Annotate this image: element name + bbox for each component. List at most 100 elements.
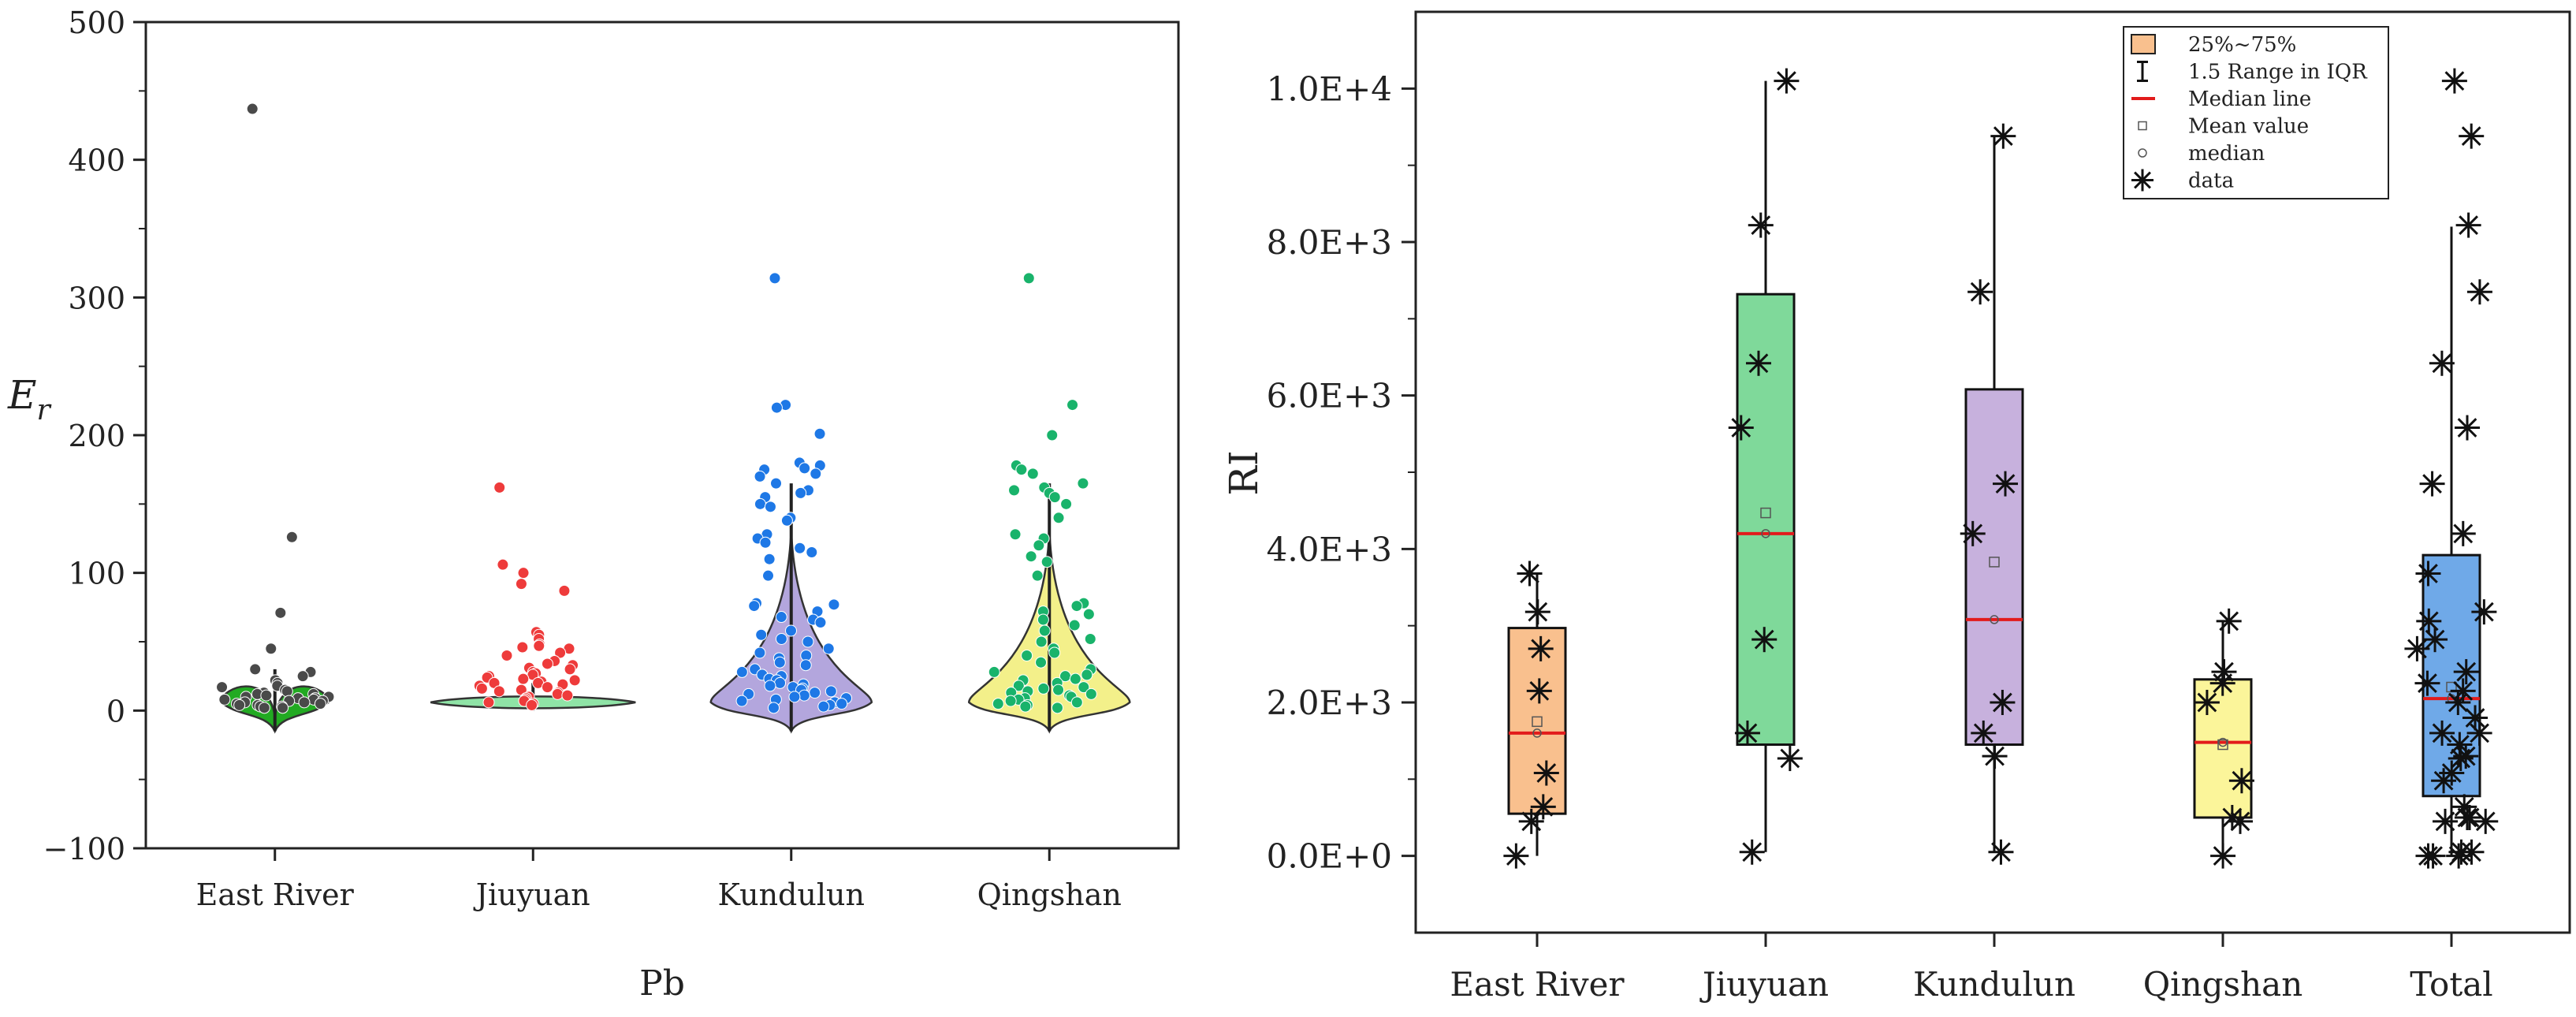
left-y-tick-label: 300 (68, 281, 125, 315)
data-star-stroke (2455, 746, 2476, 766)
right-x-tick-label-kundulun: Kundulun (1913, 965, 2075, 1004)
data-point-kundulun (1971, 720, 1997, 746)
point-east-river (265, 643, 277, 655)
right-x-tick-label-qingshan: Qingshan (2143, 965, 2303, 1004)
point-qingshan (1037, 682, 1050, 695)
point-jiuyuan (516, 641, 529, 654)
right-y-tick-label: 2.0E+3 (1267, 684, 1392, 722)
data-point-east-river (1503, 843, 1529, 869)
data-star-stroke (2432, 353, 2452, 374)
right-y-axis: 0.0E+0 2.0E+3 4.0E+3 6.0E+3 8.0E+3 1.0E+4 (1267, 69, 1416, 876)
point-kundulun (773, 656, 786, 669)
data-star-stroke (1737, 723, 1758, 743)
data-point-total (2415, 843, 2441, 869)
point-qingshan (1035, 656, 1048, 669)
point-kundulun (759, 536, 772, 549)
mean-marker-kundulun (1989, 557, 2000, 568)
data-point-qingshan (2194, 690, 2220, 715)
data-point-jiuyuan (1751, 627, 1778, 653)
point-kundulun (802, 635, 814, 648)
point-east-river (233, 698, 246, 711)
data-point-total (2433, 808, 2459, 834)
point-kundulun (795, 486, 807, 499)
point-kundulun (814, 617, 827, 629)
box-jiuyuan (1736, 292, 1796, 747)
legend-label: Median line (2188, 88, 2311, 111)
legend-item-median: median (2138, 142, 2265, 166)
left-y-tick-label: 0 (106, 694, 125, 728)
data-star-stroke (2407, 639, 2427, 659)
point-jiuyuan (517, 672, 530, 685)
data-star-stroke (2214, 661, 2234, 682)
data-star-stroke (1754, 629, 1774, 650)
point-jiuyuan (515, 578, 527, 590)
data-star-stroke (2474, 602, 2494, 622)
data-point-total (2455, 212, 2481, 238)
point-qingshan (1078, 681, 1090, 694)
mean-marker-east-river (1532, 716, 1543, 728)
point-qingshan (1031, 569, 1044, 582)
point-kundulun (774, 676, 787, 689)
data-point-total (2416, 608, 2442, 634)
data-point-kundulun (1988, 839, 2014, 865)
point-jiuyuan (517, 567, 530, 579)
legend-item-iqr-box: 25%~75% (2131, 33, 2296, 57)
left-y-tick-label: 200 (68, 419, 125, 453)
point-qingshan (1025, 550, 1037, 563)
data-star-stroke (2418, 611, 2439, 631)
right-y-tick-label: 1.0E+4 (1267, 69, 1392, 108)
point-jiuyuan (541, 681, 553, 694)
data-point-total (2429, 350, 2455, 376)
legend-item-mean: Mean value (2138, 115, 2309, 139)
data-point-jiuyuan (1748, 212, 1774, 238)
point-kundulun (788, 691, 801, 703)
data-point-qingshan (2211, 659, 2237, 685)
point-qingshan (1008, 484, 1021, 497)
data-point-kundulun (1993, 471, 2019, 497)
data-point-qingshan (2228, 768, 2254, 794)
point-qingshan (1022, 272, 1035, 285)
data-star-stroke (2441, 763, 2462, 783)
data-point-east-river (1530, 794, 1556, 820)
point-qingshan (1048, 491, 1061, 504)
point-kundulun (775, 611, 787, 624)
point-kundulun (768, 702, 780, 714)
right-y-tick-label: 8.0E+3 (1267, 223, 1392, 262)
data-point-east-river (1526, 678, 1552, 704)
data-star-stroke (2456, 661, 2477, 682)
point-kundulun (806, 546, 818, 558)
data-star-stroke (2425, 629, 2445, 650)
point-jiuyuan (564, 663, 576, 676)
point-kundulun (809, 687, 821, 699)
point-qingshan (1081, 669, 1093, 681)
point-qingshan (1015, 464, 1028, 476)
point-kundulun (764, 501, 776, 513)
data-star-stroke (1751, 215, 1771, 235)
data-star-stroke (2470, 723, 2489, 743)
point-qingshan (1040, 556, 1053, 568)
point-kundulun (735, 665, 748, 678)
data-star-stroke (1991, 842, 2011, 862)
point-qingshan (1033, 539, 1045, 552)
point-qingshan (1038, 624, 1051, 637)
point-kundulun (770, 401, 783, 414)
left-y-tick-label: −100 (43, 832, 125, 866)
legend-swatch-median (2138, 148, 2147, 158)
point-kundulun (836, 698, 848, 710)
left-y-tick-label: 100 (68, 557, 125, 591)
legend-item-data: data (2131, 169, 2234, 193)
data-point-total (2453, 659, 2479, 685)
data-star-stroke (2454, 796, 2474, 817)
data-point-kundulun (1982, 743, 2008, 769)
point-qingshan (1067, 399, 1079, 412)
point-kundulun (817, 700, 830, 713)
point-qingshan (1082, 608, 1095, 620)
right-x-tick-label-total: Total (2410, 965, 2492, 1004)
point-east-river (258, 702, 270, 714)
data-star-stroke (1506, 846, 1526, 866)
data-star-stroke (2418, 846, 2438, 866)
data-point-total (2473, 808, 2499, 834)
data-star-stroke (1536, 763, 1557, 783)
legend-swatch-data (2131, 169, 2153, 192)
data-star-stroke (1995, 474, 2016, 494)
